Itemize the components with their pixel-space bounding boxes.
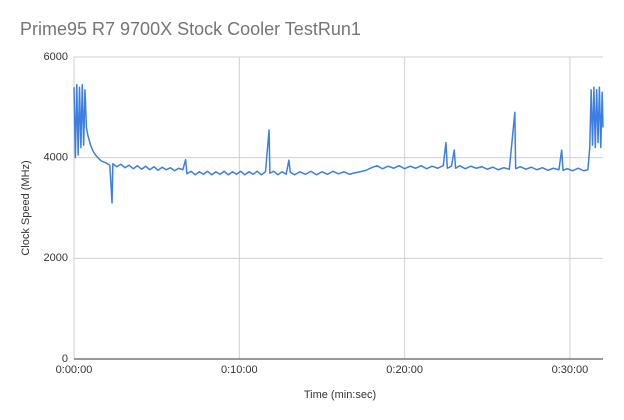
chart-title: Prime95 R7 9700X Stock Cooler TestRun1 [20,19,361,39]
x-axis-label: Time (min:sec) [304,389,376,401]
x-tick-label: 0:10:00 [221,364,258,376]
data-line [73,83,604,204]
y-tick-label: 0 [62,353,68,365]
y-tick-label: 4000 [44,152,68,164]
y-tick-label: 2000 [44,252,68,264]
y-axis-label: Clock Speed (MHz) [20,160,32,255]
x-tick-label: 0:20:00 [386,364,423,376]
y-tick-label: 6000 [44,51,68,63]
x-tick-label: 0:00:00 [56,364,93,376]
x-tick-label: 0:30:00 [552,364,589,376]
